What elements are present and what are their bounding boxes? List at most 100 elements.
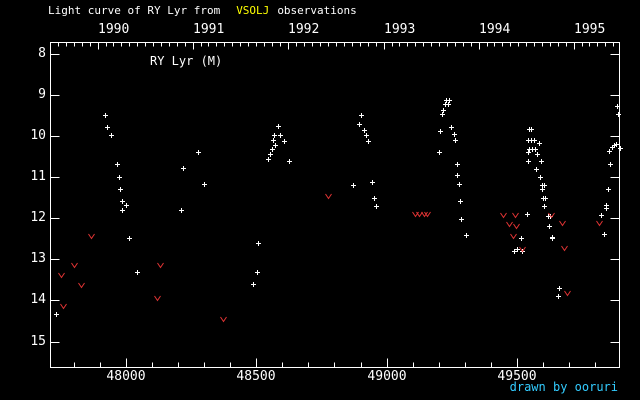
observation-point xyxy=(124,203,129,208)
observation-point xyxy=(615,104,620,109)
observation-point xyxy=(105,125,110,130)
observation-point xyxy=(525,212,530,217)
observation-point xyxy=(606,187,611,192)
upper-limit-point xyxy=(519,246,526,253)
y-tick-label: 9 xyxy=(38,87,46,102)
observation-point xyxy=(449,125,454,130)
observation-point xyxy=(446,102,451,107)
y-tick-label: 15 xyxy=(30,334,46,349)
year-label: 1991 xyxy=(193,22,225,37)
y-tick-label: 10 xyxy=(30,128,46,143)
year-label: 1992 xyxy=(288,22,320,37)
y-tick-label: 14 xyxy=(30,292,46,307)
year-label: 1990 xyxy=(98,22,130,37)
x-tick-label: 48500 xyxy=(236,369,276,384)
observation-point xyxy=(120,208,125,213)
observation-point xyxy=(251,282,256,287)
upper-limit-point xyxy=(416,211,423,218)
observation-point xyxy=(256,241,261,246)
observation-point xyxy=(607,149,612,154)
observation-point xyxy=(533,147,538,152)
y-tick-label: 11 xyxy=(30,169,46,184)
observation-point xyxy=(542,183,547,188)
observation-point xyxy=(268,152,273,157)
observation-point xyxy=(538,175,543,180)
series-v xyxy=(58,193,603,323)
observation-point xyxy=(453,138,458,143)
year-label: 1994 xyxy=(479,22,511,37)
observation-point xyxy=(255,270,260,275)
observation-point xyxy=(120,199,125,204)
observation-point xyxy=(526,159,531,164)
observation-point xyxy=(614,142,619,147)
chart-title: Light curve of RY Lyr from VSOLJ observa… xyxy=(48,5,357,17)
title-suffix: observations xyxy=(277,4,357,17)
observation-point xyxy=(276,124,281,129)
upper-limit-point xyxy=(88,233,95,240)
observation-point xyxy=(196,150,201,155)
x-tick-label: 49000 xyxy=(367,369,407,384)
upper-limit-point xyxy=(548,212,555,219)
observation-point xyxy=(556,294,561,299)
observation-point xyxy=(370,180,375,185)
observation-point xyxy=(359,113,364,118)
title-vsolj-highlight: VSOLJ xyxy=(236,4,270,17)
observation-point xyxy=(287,159,292,164)
series-plus xyxy=(54,98,623,317)
observation-point xyxy=(127,236,132,241)
upper-limit-point xyxy=(71,262,78,269)
observation-point xyxy=(272,133,277,138)
observation-point xyxy=(512,249,517,254)
upper-limit-point xyxy=(325,193,332,200)
observation-point xyxy=(457,182,462,187)
observation-point xyxy=(515,247,520,252)
title-prefix: Light curve of RY Lyr from xyxy=(48,4,221,17)
observation-point xyxy=(534,167,539,172)
observation-point xyxy=(542,204,547,209)
x-tick-label: 49500 xyxy=(497,369,537,384)
upper-limit-point xyxy=(157,262,164,269)
observation-point xyxy=(458,199,463,204)
observation-point xyxy=(519,236,524,241)
observation-point xyxy=(282,139,287,144)
observation-point xyxy=(557,286,562,291)
observation-point xyxy=(532,138,537,143)
observation-point xyxy=(374,204,379,209)
observation-point xyxy=(271,138,276,143)
observation-point xyxy=(547,224,552,229)
observation-point xyxy=(602,232,607,237)
observation-point xyxy=(540,187,545,192)
upper-limit-point xyxy=(564,290,571,297)
y-tick-label: 8 xyxy=(38,46,46,61)
observation-point xyxy=(278,133,283,138)
observation-point xyxy=(526,150,531,155)
y-tick-label: 13 xyxy=(30,251,46,266)
upper-limit-point xyxy=(60,303,67,310)
upper-limit-point xyxy=(596,220,603,227)
observation-point xyxy=(351,183,356,188)
year-label: 1995 xyxy=(574,22,606,37)
observation-point xyxy=(366,139,371,144)
upper-limit-point xyxy=(78,282,85,289)
observation-point xyxy=(608,162,613,167)
observation-point xyxy=(266,157,271,162)
observation-point xyxy=(372,196,377,201)
observation-point xyxy=(455,162,460,167)
observation-point xyxy=(270,147,275,152)
observation-point xyxy=(539,159,544,164)
upper-limit-point xyxy=(512,212,519,219)
upper-limit-point xyxy=(424,211,431,218)
observation-point xyxy=(438,129,443,134)
observation-point xyxy=(117,175,122,180)
observation-point xyxy=(459,217,464,222)
x-tick-label: 48000 xyxy=(106,369,146,384)
observation-point xyxy=(535,152,540,157)
observation-point xyxy=(364,133,369,138)
observation-point xyxy=(455,173,460,178)
upper-limit-point xyxy=(513,223,520,230)
observation-point xyxy=(550,236,555,241)
observation-point xyxy=(441,108,446,113)
observation-point xyxy=(464,233,469,238)
